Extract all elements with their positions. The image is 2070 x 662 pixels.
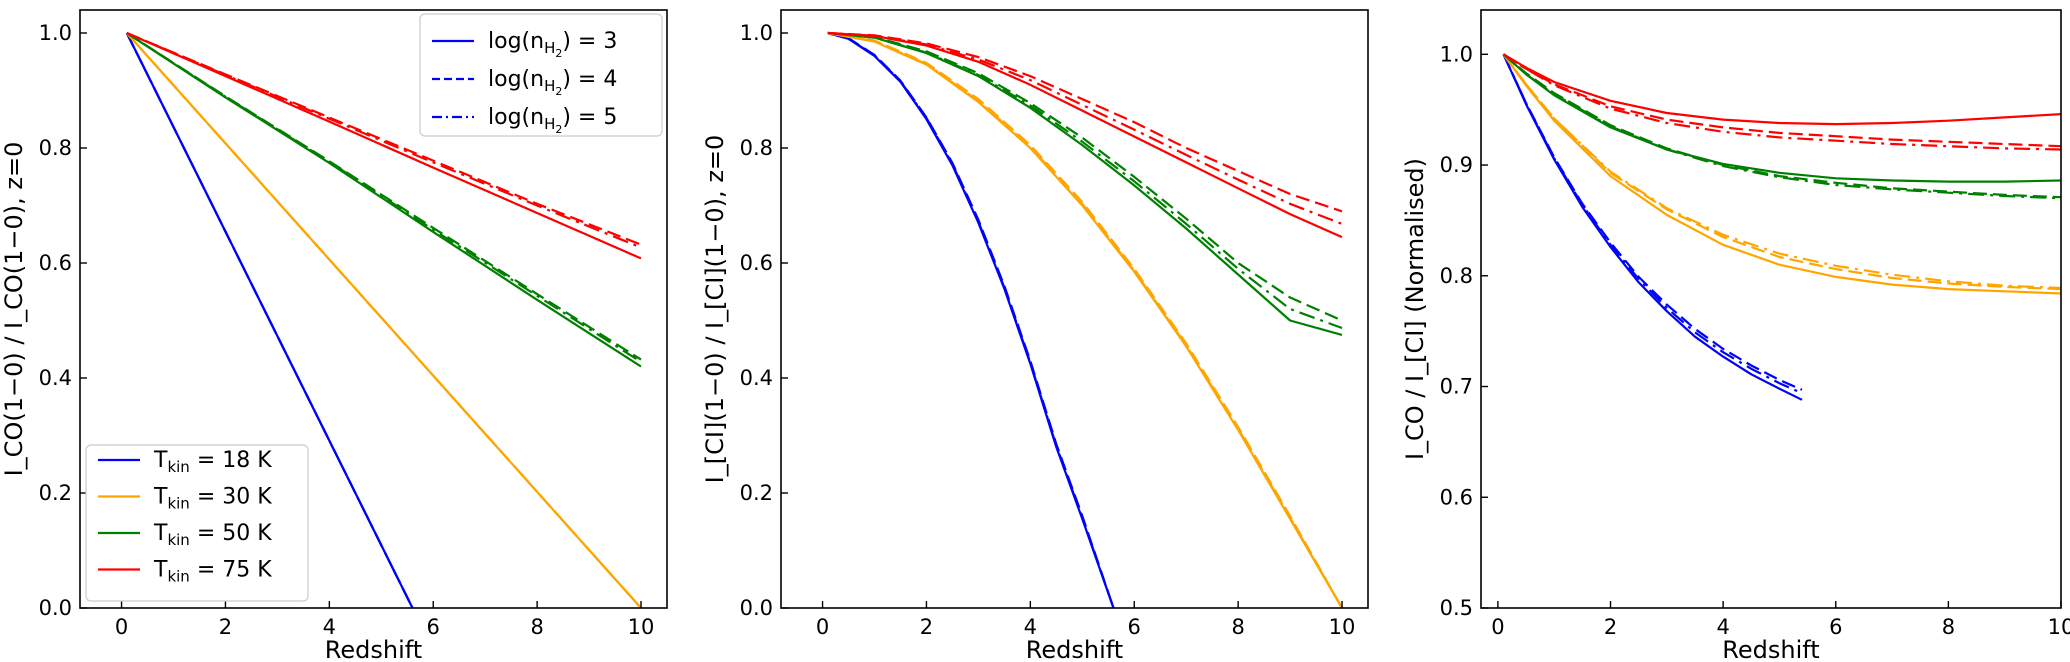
series-line-6 (1502, 53, 2061, 183)
x-tick-label: 6 (1128, 615, 1141, 639)
y-axis-label: I_CO / I_[CI] (Normalised) (1401, 158, 1429, 460)
x-tick-label: 0 (115, 615, 128, 639)
axes-frame (79, 9, 668, 609)
series-line-11 (827, 31, 1343, 225)
legend-label: log(nH2) = 4 (488, 67, 617, 98)
series-line-2 (827, 31, 1115, 608)
series-line-0 (827, 31, 1115, 608)
x-tick-label: 6 (1829, 615, 1842, 639)
legend-label: log(nH2) = 5 (488, 105, 617, 136)
x-tick-label: 10 (628, 615, 655, 639)
series-group (827, 31, 1343, 608)
y-tick-label: 0.5 (1440, 596, 1473, 620)
y-axis-label: I_CO(1−0) / I_CO(1−0), z=0 (0, 142, 28, 477)
series-line-10 (126, 31, 642, 246)
series-line-1 (1502, 53, 1803, 391)
series-line-6 (827, 31, 1343, 336)
series-line-10 (827, 31, 1343, 213)
series-line-3 (1502, 53, 2061, 295)
y-tick-label: 0.0 (740, 596, 773, 620)
series-line-9 (827, 31, 1343, 239)
y-tick-label: 0.8 (740, 136, 773, 160)
axes-frame (1480, 9, 2062, 609)
y-tick-label: 0.8 (39, 136, 72, 160)
x-tick-label: 10 (1329, 615, 1356, 639)
series-line-7 (1502, 53, 2061, 199)
x-axis-label: Redshift (1026, 636, 1123, 662)
series-line-9 (1502, 53, 2061, 126)
x-tick-label: 4 (1716, 615, 1729, 639)
x-tick-label: 8 (1231, 615, 1244, 639)
legend-label: Tkin = 50 K (153, 521, 272, 549)
x-tick-label: 8 (530, 615, 543, 639)
x-tick-label: 0 (1491, 615, 1504, 639)
x-tick-label: 0 (816, 615, 829, 639)
y-tick-label: 0.2 (740, 481, 773, 505)
legend-density: log(nH2) = 3 log(nH2) = 4 log(nH2) = 5 (419, 13, 663, 137)
series-line-0 (1502, 53, 1803, 401)
series-line-11 (1502, 53, 2061, 151)
series-line-2 (125, 32, 414, 608)
y-tick-label: 0.6 (1440, 485, 1473, 509)
x-tick-label: 4 (1024, 615, 1037, 639)
y-tick-label: 0.0 (39, 596, 72, 620)
panel-co-ratio: 0 2 4 6 8 10 0.0 0.2 0.4 0.6 0.8 1.0 Redshift I_CO(1−… (0, 9, 668, 662)
x-tick-label: 10 (2048, 615, 2070, 639)
series-line-5 (125, 32, 642, 608)
y-tick-label: 0.8 (1440, 264, 1473, 288)
y-tick-label: 0.7 (1440, 375, 1473, 399)
y-tick-label: 0.2 (39, 481, 72, 505)
y-tick-label: 0.9 (1440, 153, 1473, 177)
series-line-5 (827, 31, 1343, 608)
series-line-8 (126, 32, 642, 363)
legend-temperature: Tkin = 18 K Tkin = 30 K Tkin = 50 K Tkin = … (85, 444, 309, 602)
y-tick-label: 1.0 (39, 21, 72, 45)
y-axis-label: I_[CI](1−0) / I_[CI](1−0), z=0 (701, 135, 729, 484)
legend-label: Tkin = 75 K (153, 558, 272, 586)
legend-box (85, 444, 309, 602)
x-axis-label: Redshift (325, 636, 422, 662)
y-tick-label: 1.0 (740, 21, 773, 45)
y-tick-label: 0.4 (740, 366, 773, 390)
series-group (1502, 53, 2061, 401)
x-tick-label: 2 (1604, 615, 1617, 639)
series-group (125, 31, 642, 608)
series-line-5 (1502, 53, 2061, 290)
x-tick-label: 8 (1942, 615, 1955, 639)
y-tick-label: 0.6 (39, 251, 72, 275)
x-tick-label: 4 (323, 615, 336, 639)
series-line-4 (1502, 53, 2061, 291)
panel-ci-ratio: 0 2 4 6 8 10 0.0 0.2 0.4 0.6 0.8 1.0 Redshift I_[CI](… (701, 9, 1369, 662)
legend-box (419, 13, 663, 137)
legend-label: Tkin = 18 K (153, 448, 272, 476)
axes-frame (780, 9, 1369, 609)
legend-label: log(nH2) = 3 (488, 29, 617, 60)
series-line-1 (827, 31, 1115, 608)
y-tick-label: 0.6 (740, 251, 773, 275)
series-line-9 (126, 31, 642, 260)
series-line-2 (1502, 53, 1803, 395)
legend-label: Tkin = 30 K (153, 485, 272, 513)
series-line-8 (827, 31, 1343, 330)
series-line-7 (827, 31, 1343, 322)
series-line-10 (1502, 53, 2061, 148)
x-tick-label: 2 (219, 615, 232, 639)
y-tick-label: 0.4 (39, 366, 72, 390)
x-tick-label: 6 (427, 615, 440, 639)
y-tick-label: 1.0 (1440, 42, 1473, 66)
x-axis-label: Redshift (1722, 636, 1819, 662)
panel-co-ci-ratio: 0 2 4 6 8 10 0.5 0.6 0.7 0.8 0.9 1.0 Redshift I_CO / … (1401, 9, 2070, 662)
x-tick-label: 2 (920, 615, 933, 639)
